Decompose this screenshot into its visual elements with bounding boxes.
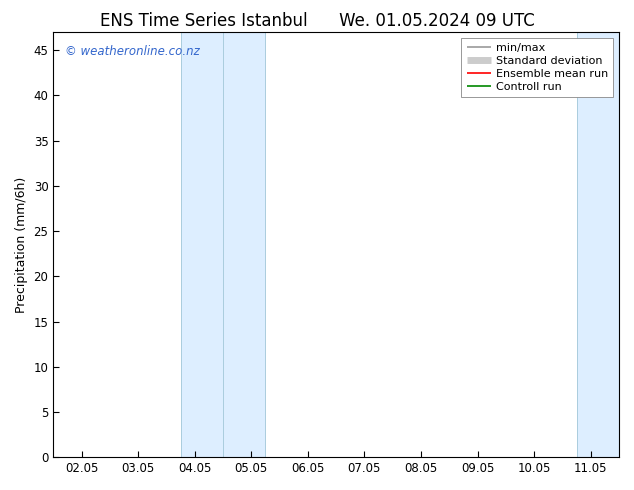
- Text: © weatheronline.co.nz: © weatheronline.co.nz: [65, 45, 199, 58]
- Text: ENS Time Series Istanbul      We. 01.05.2024 09 UTC: ENS Time Series Istanbul We. 01.05.2024 …: [100, 12, 534, 30]
- Y-axis label: Precipitation (mm/6h): Precipitation (mm/6h): [15, 176, 28, 313]
- Bar: [223, 32, 266, 457]
- Bar: [181, 32, 223, 457]
- Legend: min/max, Standard deviation, Ensemble mean run, Controll run: min/max, Standard deviation, Ensemble me…: [461, 38, 614, 97]
- Bar: [576, 32, 619, 457]
